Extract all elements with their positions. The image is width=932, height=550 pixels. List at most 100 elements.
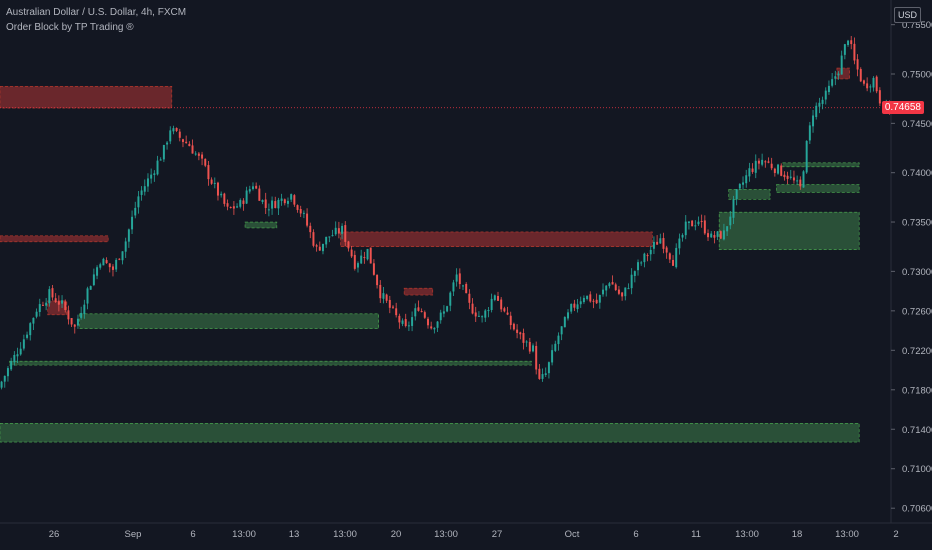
candle-body xyxy=(290,194,293,200)
candle-body xyxy=(45,302,48,306)
candle-body xyxy=(178,131,181,138)
candle-body xyxy=(347,241,350,249)
bearish-order-block xyxy=(0,86,173,109)
candle-body xyxy=(76,318,79,326)
candle-body xyxy=(166,142,169,145)
bullish-order-block xyxy=(728,189,771,200)
candle-body xyxy=(649,249,652,255)
candle-body xyxy=(283,199,286,204)
time-tick-label: 13:00 xyxy=(735,529,759,540)
candle-body xyxy=(299,209,302,214)
candle-body xyxy=(213,182,216,184)
candle-body xyxy=(528,341,531,352)
time-tick-label: 20 xyxy=(391,529,402,540)
candle-body xyxy=(818,102,821,107)
candle-body xyxy=(477,315,480,317)
candle-body xyxy=(398,315,401,323)
candle-body xyxy=(245,190,248,204)
candle-body xyxy=(309,225,312,233)
candle-body xyxy=(783,174,786,178)
candle-body xyxy=(280,198,283,201)
candle-body xyxy=(643,253,646,263)
candle-body xyxy=(150,174,153,179)
candle-body xyxy=(525,341,528,343)
bullish-order-block xyxy=(718,211,860,250)
candle-body xyxy=(38,304,41,312)
time-tick-label: 13:00 xyxy=(333,529,357,540)
bearish-order-block xyxy=(0,235,109,243)
candle-body xyxy=(121,251,124,261)
candle-body xyxy=(805,140,808,173)
candle-body xyxy=(363,257,366,259)
candle-body xyxy=(188,143,191,147)
time-tick-label: 27 xyxy=(492,529,503,540)
candle-body xyxy=(382,293,385,299)
candle-body xyxy=(551,350,554,363)
time-tick-label: 6 xyxy=(633,529,638,540)
candle-body xyxy=(146,178,149,187)
candle-body xyxy=(302,212,305,214)
candle-body xyxy=(124,241,127,252)
candle-body xyxy=(392,306,394,308)
candle-body xyxy=(248,189,251,192)
candle-body xyxy=(840,55,843,75)
candle-body xyxy=(388,299,391,308)
candle-body xyxy=(484,310,487,318)
time-tick-label: 26 xyxy=(49,529,60,540)
candle-body xyxy=(541,374,544,379)
candle-body xyxy=(665,247,668,253)
candle-body xyxy=(866,83,869,89)
candle-body xyxy=(411,317,414,326)
candle-body xyxy=(67,310,70,320)
candle-body xyxy=(286,200,289,204)
candle-body xyxy=(646,255,649,257)
candle-body xyxy=(586,295,589,299)
candle-body xyxy=(376,274,379,286)
candle-body xyxy=(337,228,340,234)
candle-body xyxy=(843,44,846,55)
candle-body xyxy=(293,195,296,205)
candle-body xyxy=(153,173,156,176)
candle-body xyxy=(576,304,579,310)
candle-body xyxy=(512,323,515,330)
candle-body xyxy=(159,159,162,161)
candle-body xyxy=(318,246,321,251)
currency-button[interactable]: USD xyxy=(893,7,921,23)
candle-body xyxy=(869,86,872,88)
candle-body xyxy=(745,175,748,184)
candle-body xyxy=(264,199,267,208)
candles xyxy=(0,35,891,390)
candle-body xyxy=(216,182,219,196)
candle-body xyxy=(99,264,102,268)
candle-body xyxy=(681,234,684,238)
indicator-title[interactable]: Order Block by TP Trading ® xyxy=(6,22,134,33)
price-tick-label: 0.70600 xyxy=(902,504,932,515)
candle-body xyxy=(732,199,735,218)
candle-body xyxy=(796,180,799,182)
candle-body xyxy=(716,231,719,237)
candle-body xyxy=(210,179,213,184)
bullish-order-block xyxy=(79,313,379,329)
candle-body xyxy=(554,343,557,351)
time-tick-label: 13 xyxy=(289,529,300,540)
candle-body xyxy=(197,153,200,156)
candle-body xyxy=(226,203,229,207)
candle-body xyxy=(274,201,277,209)
candle-body xyxy=(735,189,738,200)
candle-body xyxy=(96,267,99,276)
symbol-title[interactable]: Australian Dollar / U.S. Dollar, 4h, FXC… xyxy=(6,7,187,18)
candle-body xyxy=(710,233,713,238)
candle-body xyxy=(271,200,274,209)
candle-body xyxy=(306,213,309,226)
candle-body xyxy=(780,165,783,176)
candle-body xyxy=(29,323,32,336)
candle-body xyxy=(656,241,659,245)
candle-body xyxy=(567,312,569,319)
candle-body xyxy=(872,77,875,88)
bearish-order-block xyxy=(340,231,653,247)
